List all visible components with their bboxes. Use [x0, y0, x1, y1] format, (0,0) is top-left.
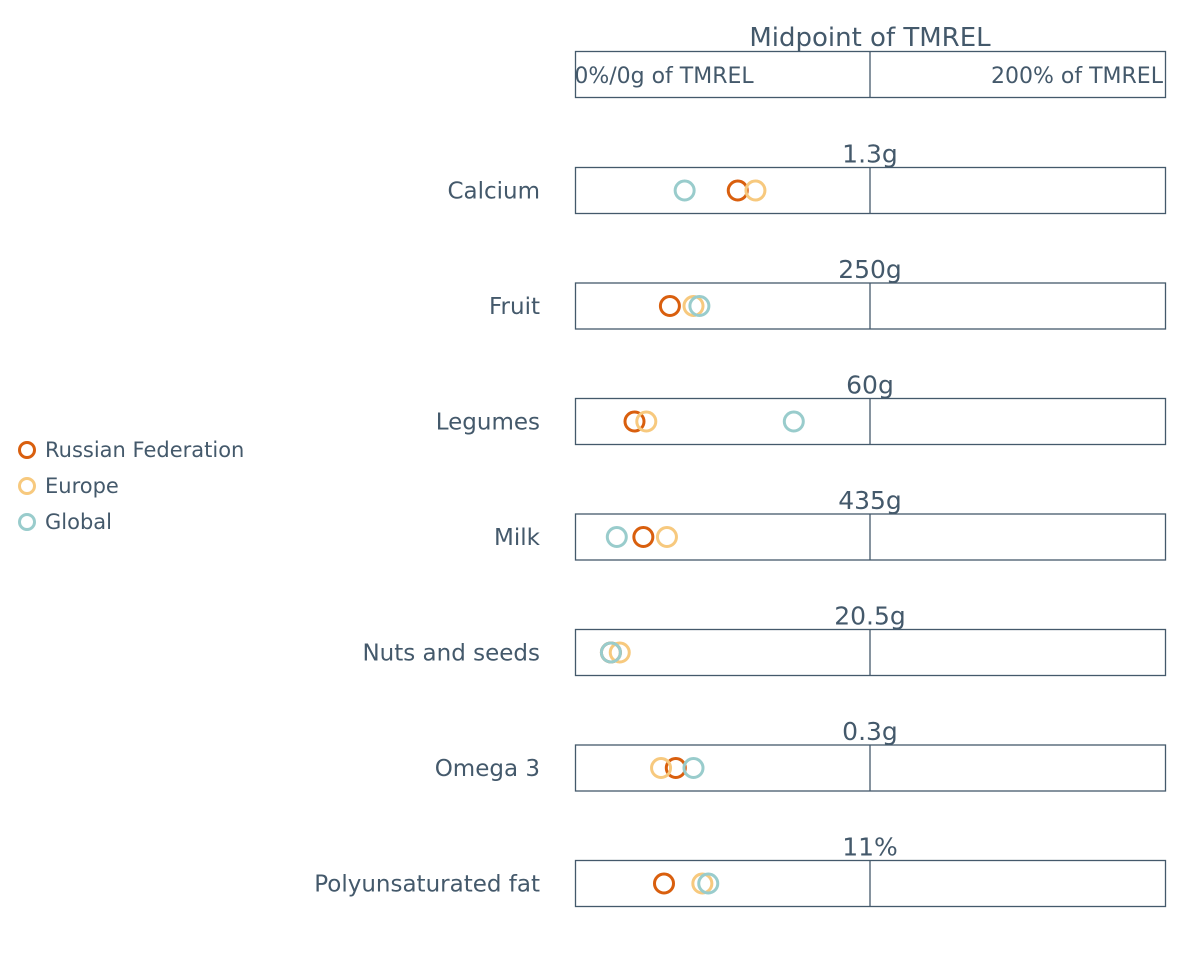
- legend-item-europe: Europe: [18, 468, 244, 504]
- legend-marker-global: [18, 513, 36, 531]
- point-nuts-and-seeds-europe: [608, 641, 631, 664]
- midpoint-label-fruit: 250g: [838, 255, 902, 284]
- chart-title: Midpoint of TMREL: [749, 23, 991, 53]
- legend-item-global: Global: [18, 504, 244, 540]
- midpoint-label-calcium: 1.3g: [842, 140, 898, 169]
- category-label-milk: Milk: [494, 525, 541, 551]
- point-omega-3-europe: [650, 757, 673, 779]
- category-label-calcium: Calcium: [447, 179, 540, 205]
- row-polyunsaturated-fat: Polyunsaturated fat 11%: [314, 833, 1167, 908]
- point-omega-3-global: [682, 757, 705, 779]
- category-label-omega-3: Omega 3: [435, 756, 540, 782]
- axis-left-label: 0%/0g of TMREL: [574, 64, 754, 89]
- row-milk: Milk 435g: [494, 486, 1167, 561]
- category-label-fruit: Fruit: [489, 294, 540, 320]
- row-legumes: Legumes 60g: [436, 371, 1167, 446]
- row-fruit: Fruit 250g: [489, 255, 1167, 330]
- legend-label-russian-federation: Russian Federation: [45, 438, 245, 462]
- midpoint-label-legumes: 60g: [846, 371, 894, 400]
- midpoint-label-milk: 435g: [838, 486, 902, 515]
- point-fruit-europe: [682, 295, 705, 317]
- legend-marker-russian-federation: [18, 441, 36, 459]
- legend-item-russian-federation: Russian Federation: [18, 432, 244, 468]
- category-label-nuts-and-seeds: Nuts and seeds: [362, 641, 540, 667]
- chart-rows: Calcium 1.3g Fruit 250g Legumes 60g Milk 435g Nu…: [314, 140, 1167, 908]
- point-milk-europe: [655, 526, 678, 548]
- midpoint-label-nuts-and-seeds: 20.5g: [834, 602, 906, 631]
- point-polyunsaturated-fat-global: [697, 872, 720, 895]
- point-legumes-russian-federation: [623, 410, 646, 433]
- point-milk-global: [605, 526, 628, 548]
- point-nuts-and-seeds-global: [599, 641, 622, 664]
- legend-label-global: Global: [45, 510, 112, 534]
- header-axis-box: 0%/0g of TMREL 200% of TMREL: [574, 50, 1167, 99]
- point-fruit-global: [688, 295, 711, 317]
- midpoint-label-omega-3: 0.3g: [842, 717, 898, 746]
- point-polyunsaturated-fat-russian-federation: [653, 872, 675, 895]
- category-label-polyunsaturated-fat: Polyunsaturated fat: [314, 872, 540, 898]
- legend-label-europe: Europe: [45, 474, 119, 498]
- point-fruit-russian-federation: [658, 295, 681, 317]
- legend-marker-europe: [18, 477, 36, 495]
- point-milk-russian-federation: [632, 526, 655, 548]
- row-nuts-and-seeds: Nuts and seeds 20.5g: [362, 602, 1167, 677]
- point-calcium-europe: [744, 179, 767, 202]
- point-calcium-russian-federation: [726, 179, 749, 202]
- point-calcium-global: [673, 179, 696, 202]
- midpoint-label-polyunsaturated-fat: 11%: [842, 833, 898, 862]
- row-calcium: Calcium 1.3g: [447, 140, 1167, 215]
- category-label-legumes: Legumes: [436, 410, 540, 436]
- axis-right-label: 200% of TMREL: [991, 64, 1164, 89]
- point-legumes-europe: [635, 410, 658, 433]
- point-legumes-global: [782, 410, 805, 433]
- legend: Russian Federation Europe Global: [18, 432, 244, 540]
- point-polyunsaturated-fat-europe: [691, 872, 714, 895]
- row-omega-3: Omega 3 0.3g: [435, 717, 1167, 792]
